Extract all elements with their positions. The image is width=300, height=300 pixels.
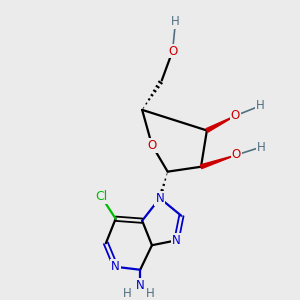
Text: H: H — [146, 287, 154, 300]
Text: O: O — [147, 139, 157, 152]
Polygon shape — [200, 155, 236, 169]
Text: O: O — [232, 148, 241, 161]
Text: Cl: Cl — [95, 190, 107, 203]
Text: N: N — [155, 192, 164, 205]
Polygon shape — [206, 116, 235, 132]
Text: H: H — [171, 15, 180, 28]
Text: O: O — [231, 109, 240, 122]
Text: H: H — [123, 287, 132, 300]
Text: O: O — [168, 44, 177, 58]
Text: H: H — [256, 99, 264, 112]
Text: N: N — [172, 234, 181, 247]
Text: N: N — [111, 260, 120, 273]
Text: H: H — [256, 141, 265, 154]
Text: N: N — [136, 279, 145, 292]
